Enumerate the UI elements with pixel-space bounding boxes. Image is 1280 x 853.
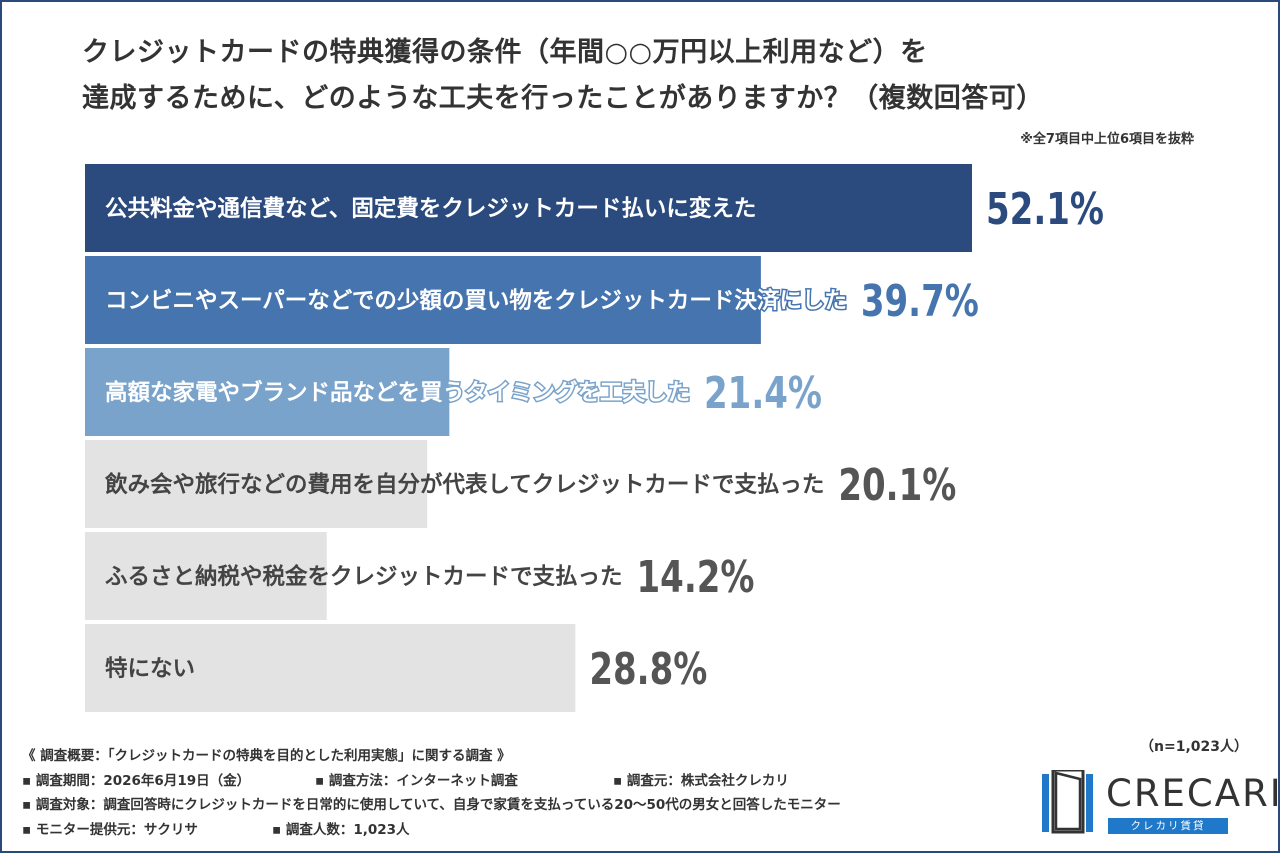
logo-name: CRECARI — [1106, 772, 1280, 815]
survey-count: ▪ 調査人数：1,023人 — [272, 821, 410, 838]
survey-method: ▪ 調査方法：インターネット調査 — [315, 772, 518, 789]
category-label-5: ふるさと納税や税金をクレジットカードで支払った — [105, 563, 623, 590]
bar-1 — [85, 164, 972, 252]
chart-note: ※全7項目中上位6項目を抜粋 — [1020, 132, 1194, 147]
bar-2 — [85, 256, 761, 344]
survey-overview-title: 《 調査概要：「クレジットカードの特典を目的とした利用実態」に関する調査 》 — [22, 748, 511, 764]
survey-monitor: ▪ モニター提供元：サクリサ — [22, 821, 198, 838]
category-label-4: 飲み会や旅行などの費用を自分が代表してクレジットカードで支払った — [104, 471, 824, 498]
value-label-6: 28.8% — [589, 644, 707, 695]
bar-3 — [85, 348, 450, 436]
door-logo-icon — [1042, 770, 1093, 834]
value-label-1: 52.1% — [986, 184, 1104, 235]
value-label-4: 20.1% — [838, 460, 956, 511]
bar-4 — [85, 440, 428, 528]
survey-overview: 《 調査概要：「クレジットカードの特典を目的とした利用実態」に関する調査 》 ▪… — [22, 744, 1022, 842]
bar-5 — [85, 532, 327, 620]
crecari-logo: CRECARI クレカリ賃貸 — [1042, 770, 1280, 836]
value-label-2: 39.7% — [861, 276, 979, 327]
sample-size-label: （n=1,023人） — [1140, 739, 1248, 755]
title-line-2: 達成するために、どのような工夫を行ったことがありますか？（複数回答可） — [82, 83, 1044, 114]
survey-row-3: ▪ モニター提供元：サクリサ ▪ 調査人数：1,023人 — [22, 818, 1022, 843]
survey-target: ▪ 調査対象：調査回答時にクレジットカードを日常的に使用していて、自身で家賃を支… — [22, 797, 841, 813]
value-label-5: 14.2% — [637, 552, 755, 603]
category-label-6: 特にない — [105, 656, 195, 682]
category-label-2: コンビニやスーパーなどでの少額の買い物をクレジットカード決済にした — [105, 287, 847, 314]
logo-subtitle: クレカリ賃貸 — [1108, 818, 1228, 834]
survey-source: ▪ 調査元：株式会社クレカリ — [613, 772, 789, 789]
bar-6 — [85, 624, 576, 712]
category-label-1: 公共料金や通信費など、固定費をクレジットカード払いに変えた — [105, 195, 756, 222]
value-label-3: 21.4% — [704, 368, 822, 419]
survey-row-1: ▪ 調査期間：2026年6月19日（金） ▪ 調査方法：インターネット調査 ▪ 調査… — [22, 769, 1022, 794]
title-line-1: クレジットカードの特典獲得の条件（年間○○万円以上利用など）を — [82, 37, 928, 68]
survey-period: ▪ 調査期間：2026年6月19日（金） — [22, 772, 251, 789]
category-label-3: 高額な家電やブランド品などを買うタイミングを工夫した — [105, 379, 690, 406]
chart-title: クレジットカードの特典獲得の条件（年間○○万円以上利用など）を 達成するために、… — [82, 30, 1202, 122]
